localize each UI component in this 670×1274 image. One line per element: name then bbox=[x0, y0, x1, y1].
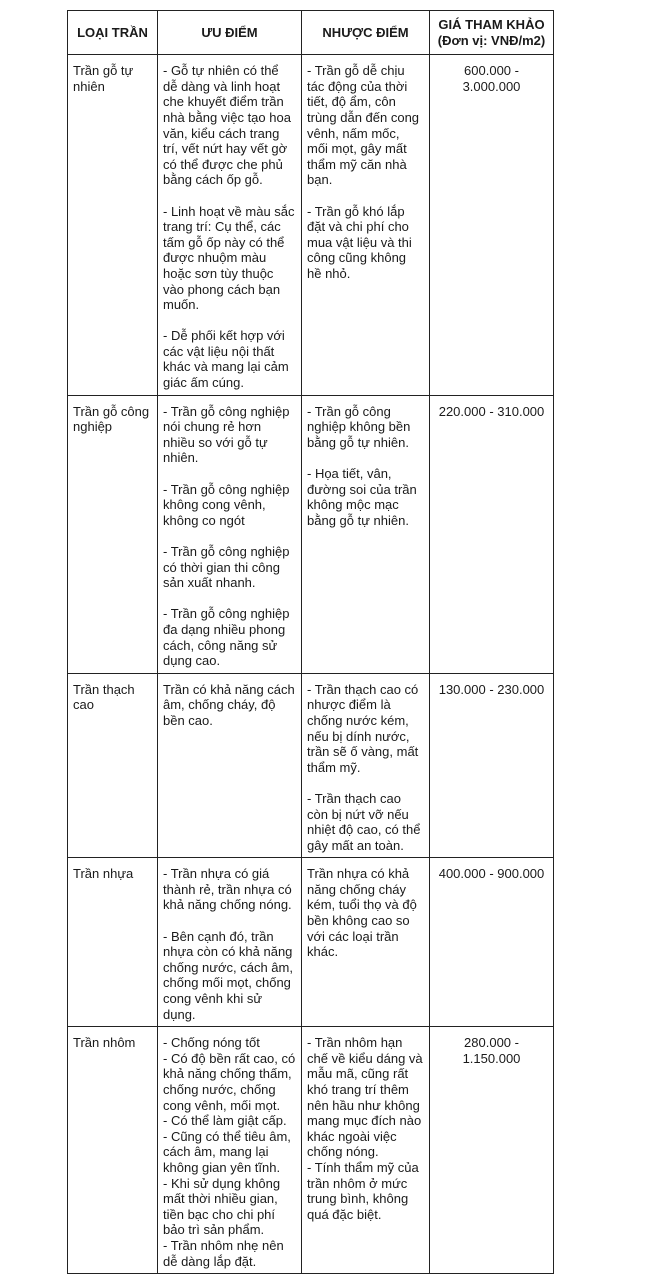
table-row: Trần nhựa - Trần nhựa có giá thành rẻ, tr… bbox=[67, 857, 554, 1028]
advantage-item: - Trần gỗ công nghiệp nói chung rẻ hơn n… bbox=[163, 403, 290, 466]
ceiling-type-cell: Trần gỗ tự nhiên bbox=[67, 54, 158, 396]
price-cell: 220.000 - 310.000 bbox=[429, 394, 554, 674]
advantage-item: - Trần nhôm nhẹ nên dễ dàng lắp đặt. bbox=[163, 1237, 284, 1269]
disadvantage-item: - Họa tiết, vân, đường soi của trần khôn… bbox=[307, 466, 417, 528]
header-price-title: GIÁ THAM KHẢO bbox=[438, 17, 545, 32]
price-cell: 130.000 - 230.000 bbox=[429, 672, 554, 859]
advantage-item: - Linh hoạt về màu sắc trang trí: Cụ thể… bbox=[163, 203, 295, 313]
disadvantage-item: - Trần gỗ công nghiệp không bền bằng gỗ … bbox=[307, 403, 411, 450]
disadvantage-item: - Trần gỗ khó lắp đặt và chi phí cho mua… bbox=[307, 203, 412, 281]
advantage-item: - Chống nóng tốt bbox=[163, 1035, 260, 1051]
table-row: Trần gỗ tự nhiên - Gỗ tự nhiên có thể dễ … bbox=[67, 54, 554, 396]
advantage-item: - Trần gỗ công nghiệp đa dạng nhiều phon… bbox=[163, 606, 290, 669]
advantage-item: - Dễ phối kết hợp với các vật liệu nội t… bbox=[163, 328, 289, 391]
disadvantage-item: - Trần nhôm hạn chế về kiểu dáng và mẫu … bbox=[307, 1035, 423, 1160]
header-pros: ƯU ĐIỂM bbox=[157, 9, 302, 56]
price-cell: 400.000 - 900.000 bbox=[429, 857, 554, 1028]
ceiling-comparison-table: LOẠI TRẦN ƯU ĐIỂM NHƯỢC ĐIỂM GIÁ THAM KH… bbox=[67, 9, 554, 1274]
cons-cell: - Trần gỗ công nghiệp không bền bằng gỗ … bbox=[301, 394, 430, 674]
advantage-item: - Bên cạnh đó, trần nhựa còn có khả năng… bbox=[163, 928, 293, 1022]
ceiling-type-cell: Trần thạch cao bbox=[67, 672, 158, 859]
ceiling-type-cell: Trần nhựa bbox=[67, 857, 158, 1028]
disadvantage-item: - Trần thạch cao có nhược điểm là chống … bbox=[307, 681, 419, 775]
pros-cell: - Gỗ tự nhiên có thể dễ dàng và linh hoạ… bbox=[157, 54, 302, 396]
price-cell: 280.000 - 1.150.000 bbox=[429, 1026, 554, 1274]
disadvantage-item: - Tính thẩm mỹ của trần nhôm ở mức trung… bbox=[307, 1159, 419, 1222]
ceiling-type-cell: Trần gỗ công nghiệp bbox=[67, 394, 158, 674]
table-row: Trần nhôm - Chống nóng tốt - Có độ bền rất… bbox=[67, 1026, 554, 1274]
cons-cell: - Trần nhôm hạn chế về kiểu dáng và mẫu … bbox=[301, 1026, 430, 1274]
header-cons: NHƯỢC ĐIỂM bbox=[301, 9, 430, 56]
ceiling-type-cell: Trần nhôm bbox=[67, 1026, 158, 1274]
table-header-row: LOẠI TRẦN ƯU ĐIỂM NHƯỢC ĐIỂM GIÁ THAM KH… bbox=[67, 9, 554, 56]
disadvantage-item: - Trần gỗ dễ chịu tác động của thời tiết… bbox=[307, 63, 420, 188]
advantage-item: - Có độ bền rất cao, có khả năng chống t… bbox=[163, 1050, 296, 1113]
header-reference-price: GIÁ THAM KHẢO (Đơn vị: VNĐ/m2) bbox=[429, 9, 554, 56]
pros-cell: - Chống nóng tốt - Có độ bền rất cao, có … bbox=[157, 1026, 302, 1274]
pros-cell: - Trần gỗ công nghiệp nói chung rẻ hơn n… bbox=[157, 394, 302, 674]
pros-cell: Trần có khả năng cách âm, chống cháy, độ… bbox=[157, 672, 302, 859]
advantage-item: - Cũng có thể tiêu âm, cách âm, mang lại… bbox=[163, 1128, 291, 1175]
cons-cell: Trần nhựa có khả năng chống cháy kém, tu… bbox=[301, 857, 430, 1028]
header-ceiling-type: LOẠI TRẦN bbox=[67, 9, 158, 56]
pros-cell: - Trần nhựa có giá thành rẻ, trần nhựa c… bbox=[157, 857, 302, 1028]
table-row: Trần gỗ công nghiệp - Trần gỗ công nghiệp… bbox=[67, 394, 554, 674]
table-row: Trần thạch cao Trần có khả năng cách âm, … bbox=[67, 672, 554, 859]
advantage-item: - Khi sử dụng không mất thời nhiều gian,… bbox=[163, 1175, 281, 1238]
cons-cell: - Trần gỗ dễ chịu tác động của thời tiết… bbox=[301, 54, 430, 396]
cons-cell: - Trần thạch cao có nhược điểm là chống … bbox=[301, 672, 430, 859]
advantage-item: - Gỗ tự nhiên có thể dễ dàng và linh hoạ… bbox=[163, 63, 291, 188]
advantage-item: - Có thể làm giật cấp. bbox=[163, 1113, 287, 1129]
advantage-item: Trần có khả năng cách âm, chống cháy, độ… bbox=[163, 681, 295, 728]
disadvantage-item: Trần nhựa có khả năng chống cháy kém, tu… bbox=[307, 866, 417, 960]
disadvantage-item: - Trần thạch cao còn bị nứt vỡ nếu nhiệt… bbox=[307, 790, 421, 853]
advantage-item: - Trần nhựa có giá thành rẻ, trần nhựa c… bbox=[163, 866, 292, 913]
advantage-item: - Trần gỗ công nghiệp có thời gian thi c… bbox=[163, 544, 290, 591]
header-price-unit: (Đơn vị: VNĐ/m2) bbox=[437, 32, 546, 48]
price-cell: 600.000 - 3.000.000 bbox=[429, 54, 554, 396]
advantage-item: - Trần gỗ công nghiệp không cong vênh, k… bbox=[163, 481, 290, 528]
